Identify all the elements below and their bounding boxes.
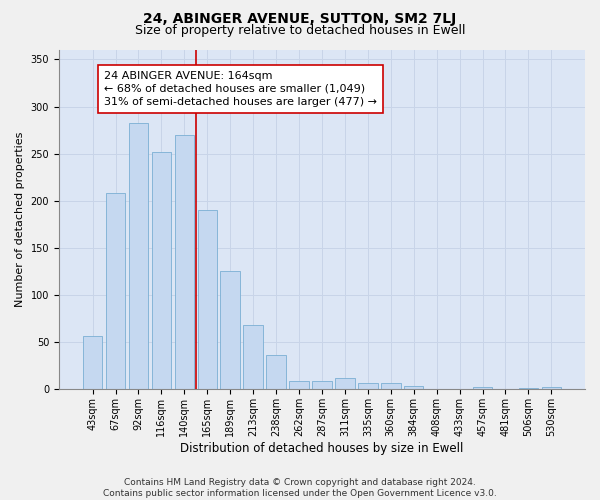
Bar: [175, 135, 194, 390]
Bar: [542, 386, 561, 390]
Bar: [473, 386, 492, 390]
Bar: [152, 152, 171, 390]
Bar: [106, 194, 125, 390]
Bar: [220, 270, 240, 390]
Bar: [381, 383, 401, 390]
Bar: [404, 386, 424, 390]
Text: 24, ABINGER AVENUE, SUTTON, SM2 7LJ: 24, ABINGER AVENUE, SUTTON, SM2 7LJ: [143, 12, 457, 26]
Text: 24 ABINGER AVENUE: 164sqm
← 68% of detached houses are smaller (1,049)
31% of se: 24 ABINGER AVENUE: 164sqm ← 68% of detac…: [104, 70, 377, 107]
Bar: [83, 336, 103, 390]
Y-axis label: Number of detached properties: Number of detached properties: [15, 132, 25, 308]
Text: Contains HM Land Registry data © Crown copyright and database right 2024.
Contai: Contains HM Land Registry data © Crown c…: [103, 478, 497, 498]
Bar: [312, 381, 332, 390]
Bar: [128, 122, 148, 390]
Bar: [289, 381, 309, 390]
Bar: [266, 356, 286, 390]
X-axis label: Distribution of detached houses by size in Ewell: Distribution of detached houses by size …: [180, 442, 464, 455]
Bar: [244, 326, 263, 390]
Bar: [197, 210, 217, 390]
Bar: [518, 388, 538, 390]
Bar: [358, 383, 377, 390]
Text: Size of property relative to detached houses in Ewell: Size of property relative to detached ho…: [135, 24, 465, 37]
Bar: [335, 378, 355, 390]
